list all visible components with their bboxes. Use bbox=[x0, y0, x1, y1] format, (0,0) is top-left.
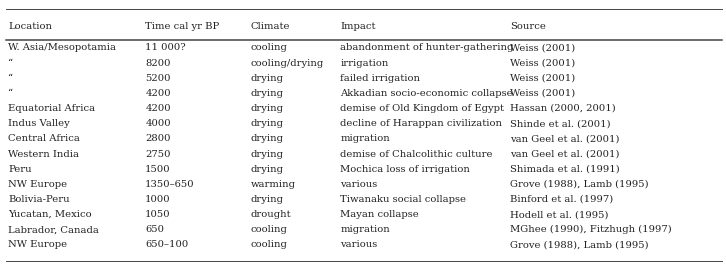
Text: Impact: Impact bbox=[340, 22, 376, 31]
Text: 1000: 1000 bbox=[145, 195, 171, 204]
Text: 4200: 4200 bbox=[145, 89, 171, 98]
Text: drying: drying bbox=[250, 119, 283, 128]
Text: Binford et al. (1997): Binford et al. (1997) bbox=[510, 195, 613, 204]
Text: Akkadian socio-economic collapse: Akkadian socio-economic collapse bbox=[340, 89, 513, 98]
Text: W. Asia/Mesopotamia: W. Asia/Mesopotamia bbox=[8, 43, 116, 52]
Text: Weiss (2001): Weiss (2001) bbox=[510, 43, 576, 52]
Text: Tiwanaku social collapse: Tiwanaku social collapse bbox=[340, 195, 467, 204]
Text: NW Europe: NW Europe bbox=[8, 240, 67, 250]
Text: warming: warming bbox=[250, 180, 295, 189]
Text: drying: drying bbox=[250, 195, 283, 204]
Text: Yucatan, Mexico: Yucatan, Mexico bbox=[8, 210, 91, 219]
Text: NW Europe: NW Europe bbox=[8, 180, 67, 189]
Text: drying: drying bbox=[250, 74, 283, 83]
Text: drying: drying bbox=[250, 89, 283, 98]
Text: decline of Harappan civilization: decline of Harappan civilization bbox=[340, 119, 502, 128]
Text: Peru: Peru bbox=[8, 165, 32, 174]
Text: Mochica loss of irrigation: Mochica loss of irrigation bbox=[340, 165, 470, 174]
Text: drying: drying bbox=[250, 149, 283, 159]
Text: 2750: 2750 bbox=[145, 149, 171, 159]
Text: Western India: Western India bbox=[8, 149, 79, 159]
Text: drying: drying bbox=[250, 104, 283, 113]
Text: 11 000?: 11 000? bbox=[145, 43, 186, 52]
Text: 1350–650: 1350–650 bbox=[145, 180, 195, 189]
Text: Hassan (2000, 2001): Hassan (2000, 2001) bbox=[510, 104, 616, 113]
Text: 8200: 8200 bbox=[145, 59, 171, 68]
Text: Shinde et al. (2001): Shinde et al. (2001) bbox=[510, 119, 611, 128]
Text: 2800: 2800 bbox=[145, 134, 171, 143]
Text: Location: Location bbox=[8, 22, 52, 31]
Text: Time cal yr BP: Time cal yr BP bbox=[145, 22, 219, 31]
Text: Hodell et al. (1995): Hodell et al. (1995) bbox=[510, 210, 609, 219]
Text: Weiss (2001): Weiss (2001) bbox=[510, 89, 576, 98]
Text: 650: 650 bbox=[145, 225, 164, 234]
Text: drying: drying bbox=[250, 165, 283, 174]
Text: cooling: cooling bbox=[250, 240, 287, 250]
Text: various: various bbox=[340, 240, 378, 250]
Text: drought: drought bbox=[250, 210, 291, 219]
Text: Weiss (2001): Weiss (2001) bbox=[510, 59, 576, 68]
Text: various: various bbox=[340, 180, 378, 189]
Text: drying: drying bbox=[250, 134, 283, 143]
Text: van Geel et al. (2001): van Geel et al. (2001) bbox=[510, 134, 620, 143]
Text: Mayan collapse: Mayan collapse bbox=[340, 210, 419, 219]
Text: van Geel et al. (2001): van Geel et al. (2001) bbox=[510, 149, 620, 159]
Text: Shimada et al. (1991): Shimada et al. (1991) bbox=[510, 165, 620, 174]
Text: Climate: Climate bbox=[250, 22, 290, 31]
Text: 5200: 5200 bbox=[145, 74, 171, 83]
Text: migration: migration bbox=[340, 225, 391, 234]
Text: demise of Old Kingdom of Egypt: demise of Old Kingdom of Egypt bbox=[340, 104, 505, 113]
Text: Labrador, Canada: Labrador, Canada bbox=[8, 225, 99, 234]
Text: “: “ bbox=[8, 89, 13, 98]
Text: Equatorial Africa: Equatorial Africa bbox=[8, 104, 95, 113]
Text: Bolivia-Peru: Bolivia-Peru bbox=[8, 195, 70, 204]
Text: migration: migration bbox=[340, 134, 391, 143]
Text: 4000: 4000 bbox=[145, 119, 171, 128]
Text: 1050: 1050 bbox=[145, 210, 171, 219]
Text: irrigation: irrigation bbox=[340, 59, 389, 68]
Text: abandonment of hunter-gathering: abandonment of hunter-gathering bbox=[340, 43, 514, 52]
Text: “: “ bbox=[8, 59, 13, 68]
Text: Source: Source bbox=[510, 22, 546, 31]
Text: failed irrigation: failed irrigation bbox=[340, 74, 420, 83]
Text: MGhee (1990), Fitzhugh (1997): MGhee (1990), Fitzhugh (1997) bbox=[510, 225, 672, 234]
Text: cooling: cooling bbox=[250, 43, 287, 52]
Text: 4200: 4200 bbox=[145, 104, 171, 113]
Text: cooling: cooling bbox=[250, 225, 287, 234]
Text: 1500: 1500 bbox=[145, 165, 171, 174]
Text: cooling/drying: cooling/drying bbox=[250, 59, 324, 68]
Text: Central Africa: Central Africa bbox=[8, 134, 80, 143]
Text: Weiss (2001): Weiss (2001) bbox=[510, 74, 576, 83]
Text: 650–100: 650–100 bbox=[145, 240, 189, 250]
Text: Grove (1988), Lamb (1995): Grove (1988), Lamb (1995) bbox=[510, 180, 649, 189]
Text: Grove (1988), Lamb (1995): Grove (1988), Lamb (1995) bbox=[510, 240, 649, 250]
Text: Indus Valley: Indus Valley bbox=[8, 119, 70, 128]
Text: “: “ bbox=[8, 74, 13, 83]
Text: demise of Chalcolithic culture: demise of Chalcolithic culture bbox=[340, 149, 493, 159]
